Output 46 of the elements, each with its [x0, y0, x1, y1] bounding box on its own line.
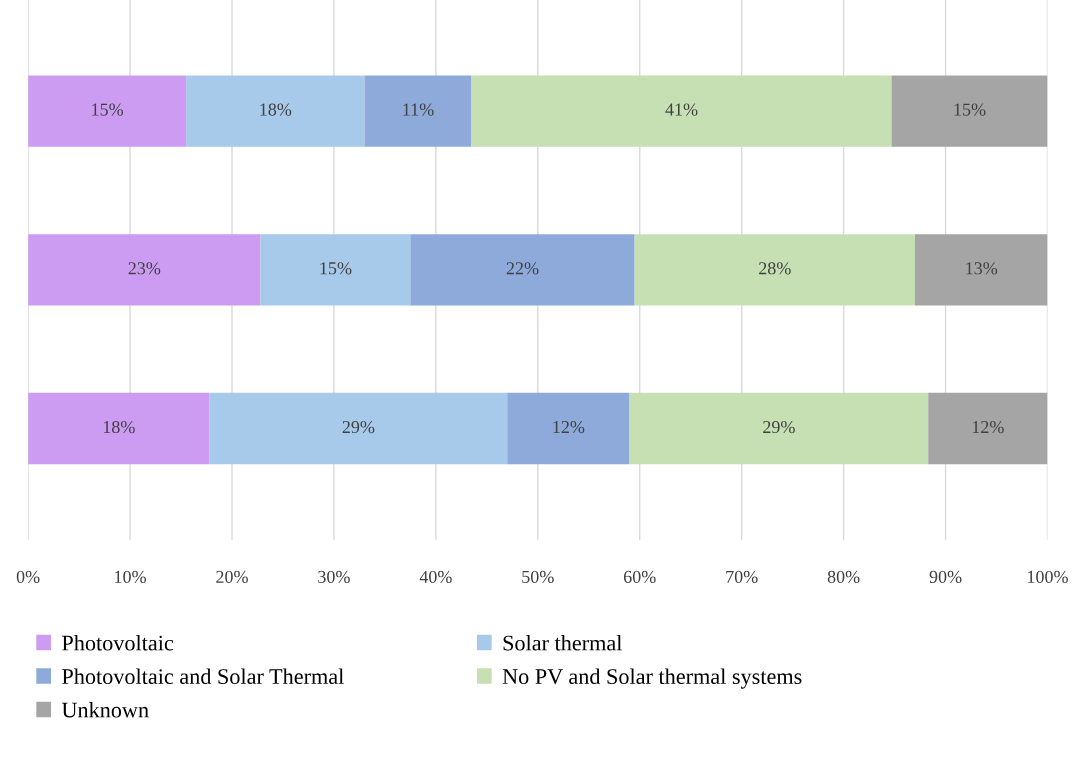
x-tick-label: 70%: [726, 570, 758, 584]
data-label: 41%: [665, 103, 698, 116]
bar: [471, 75, 892, 147]
bar: [209, 392, 508, 465]
data-label: 12%: [553, 420, 585, 434]
data-label: 11%: [403, 103, 434, 116]
x-tick-label: 10%: [115, 570, 146, 584]
x-tick-label: 50%: [522, 570, 554, 584]
data-label: 18%: [260, 103, 292, 116]
data-label: 18%: [103, 420, 135, 434]
bar: [629, 392, 929, 465]
x-tick-label: 0%: [16, 570, 40, 584]
bar: [410, 234, 635, 306]
data-label: 29%: [763, 420, 795, 434]
bar: [28, 75, 187, 147]
legend-label: No PV and Solar thermal systems: [502, 668, 802, 689]
x-tick-label: 40%: [419, 570, 452, 584]
legend-label: Photovoltaic: [62, 634, 174, 651]
data-label: 23%: [128, 262, 161, 275]
bar: [634, 234, 915, 306]
bar: [928, 392, 1048, 465]
bar: [28, 392, 210, 465]
bar: [364, 75, 472, 147]
data-label: 15%: [954, 103, 986, 116]
legend-label: Solar thermal: [503, 634, 622, 651]
data-label: 22%: [506, 262, 539, 275]
bar: [186, 75, 365, 147]
data-label: 12%: [972, 420, 1004, 434]
bar: [914, 234, 1048, 306]
bar: [28, 234, 261, 306]
data-label: 29%: [342, 420, 375, 434]
data-label: 28%: [759, 262, 791, 275]
x-tick-label: 90%: [929, 570, 962, 584]
x-tick-label: 30%: [318, 570, 350, 584]
legend-label: Photovoltaic and Solar Thermal: [62, 668, 344, 685]
legend-label: Unknown: [61, 701, 149, 718]
bar: [507, 392, 630, 465]
x-tick-label: 20%: [216, 570, 248, 584]
x-tick-label: 80%: [827, 570, 860, 584]
x-tick-label: 100%: [1028, 570, 1068, 584]
bar: [891, 75, 1048, 147]
data-label: 15%: [92, 103, 124, 116]
x-tick-label: 60%: [623, 570, 656, 584]
data-label: 15%: [320, 262, 352, 275]
data-label: 13%: [966, 262, 998, 275]
bar: [260, 234, 411, 306]
